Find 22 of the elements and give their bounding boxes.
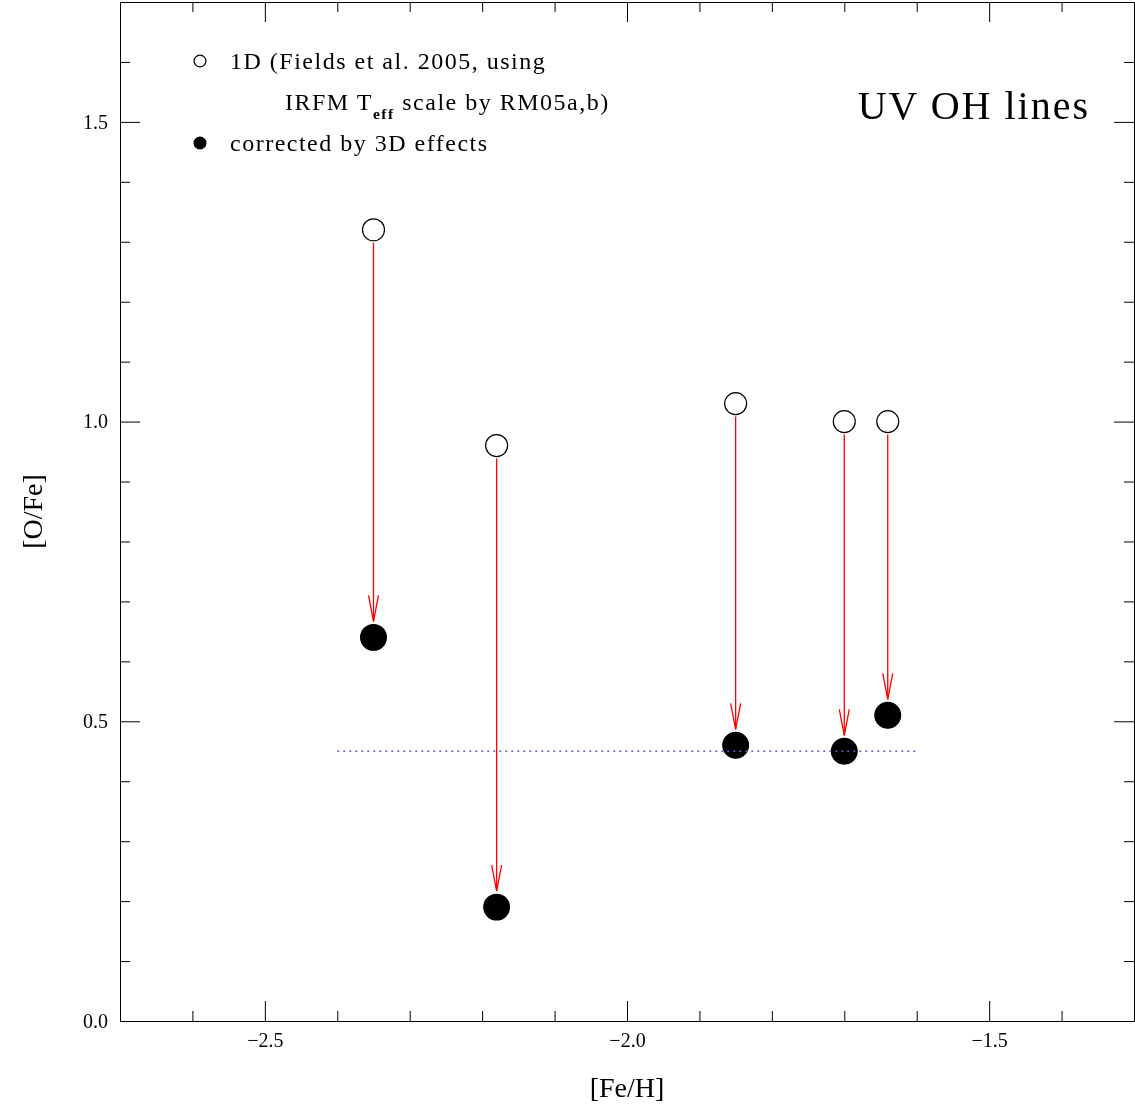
x-axis-title: [Fe/H]	[589, 1072, 665, 1103]
point	[724, 392, 748, 416]
y-tick-label: 1.0	[83, 410, 108, 433]
point	[874, 701, 902, 729]
y-axis-title: [O/Fe]	[17, 474, 48, 549]
legend-label: 1D (Fields et al. 2005, using IRFM T$_{eff}$ scale by RM05a,b)	[230, 48, 610, 122]
point	[722, 731, 750, 759]
point	[876, 410, 900, 434]
y-tick-label: 1.5	[83, 110, 108, 133]
legend-label: corrected by 3D effects	[230, 130, 489, 156]
y-tick-label: 0.0	[83, 1009, 108, 1032]
point	[360, 623, 387, 651]
x-tick-label: −2.5	[247, 1029, 284, 1052]
point	[483, 893, 511, 921]
x-tick-label: −1.5	[971, 1029, 1008, 1052]
annotation: UV OH lines	[857, 83, 1090, 128]
point	[361, 218, 386, 242]
point	[485, 433, 509, 458]
point	[832, 410, 856, 434]
y-tick-label: 0.5	[83, 710, 108, 733]
point	[830, 737, 858, 765]
x-tick-label: −2.0	[609, 1029, 646, 1052]
